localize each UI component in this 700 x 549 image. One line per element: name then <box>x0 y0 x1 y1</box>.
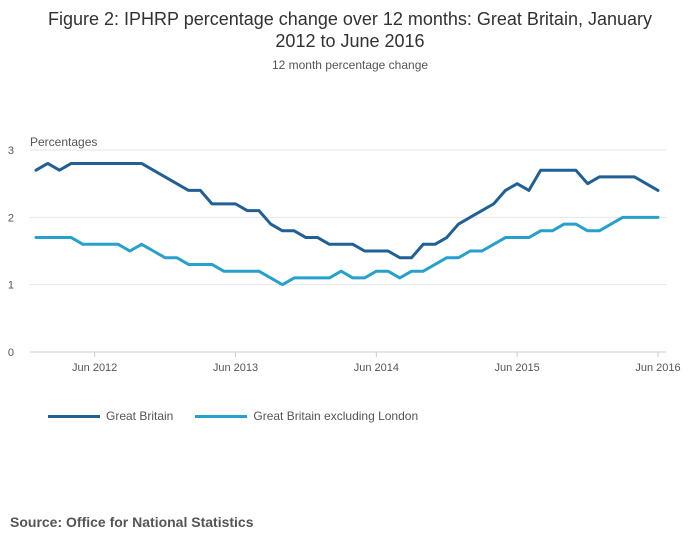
axes: 0 1 2 3 Percentages Jun 2012 Jun 2013 Jun 2014 J… <box>8 135 681 374</box>
legend-item-great-britain[interactable]: Great Britain <box>48 409 173 423</box>
legend-label-great-britain: Great Britain <box>106 409 174 423</box>
y-tick-label: 1 <box>8 280 14 292</box>
y-axis-label: Percentages <box>30 135 97 149</box>
legend-swatch-great-britain <box>48 414 100 418</box>
x-tick-label: Jun 2015 <box>495 362 540 374</box>
line-chart: 0 1 2 3 Percentages Jun 2012 Jun 2013 Jun 2014 J… <box>8 135 681 374</box>
chart-title-line-1: Figure 2: IPHRP percentage change over 1… <box>48 9 652 29</box>
x-tick-label: Jun 2012 <box>72 362 117 374</box>
x-tick-label: Jun 2013 <box>213 362 258 374</box>
source-note: Source: Office for National Statistics <box>10 514 254 530</box>
y-tick-label: 2 <box>8 212 14 224</box>
legend-item-gb-excluding-london[interactable]: Great Britain excluding London <box>195 409 418 423</box>
series-line-great-britain[interactable] <box>34 161 660 260</box>
series-lines <box>34 161 660 287</box>
chart-title: Figure 2: IPHRP percentage change over 1… <box>0 8 700 52</box>
legend-swatch-gb-excluding-london <box>195 414 248 418</box>
gridlines <box>30 149 666 353</box>
legend: Great Britain Great Britain excluding Lo… <box>48 409 440 423</box>
series-line-great-britain-excluding-london[interactable] <box>34 215 660 287</box>
chart-subtitle: 12 month percentage change <box>271 58 429 72</box>
y-tick-label: 0 <box>8 347 14 359</box>
legend-label-gb-excluding-london: Great Britain excluding London <box>253 409 419 423</box>
y-tick-label: 3 <box>8 145 14 157</box>
x-tick-label: Jun 2014 <box>354 362 399 374</box>
x-tick-label: Jun 2016 <box>635 362 680 374</box>
chart-title-line-2: 2012 to June 2016 <box>275 31 425 51</box>
